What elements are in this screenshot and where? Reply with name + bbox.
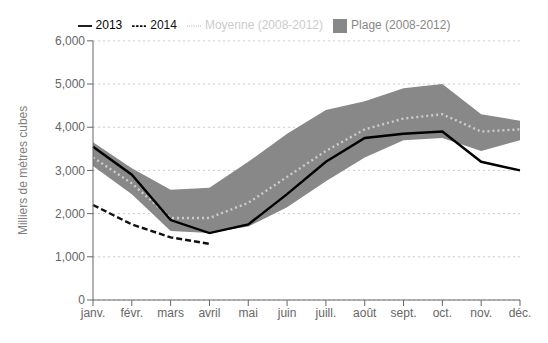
- svg-text:nov.: nov.: [470, 306, 492, 320]
- svg-text:4,000: 4,000: [55, 120, 85, 134]
- html-text:2014: 2014: [150, 18, 177, 32]
- svg-text:5,000: 5,000: [55, 77, 85, 91]
- svg-text:6,000: 6,000: [55, 34, 85, 48]
- svg-text:juill.: juill.: [315, 306, 337, 320]
- svg-text:déc.: déc.: [509, 306, 532, 320]
- html-text:Moyenne (2008-2012): Moyenne (2008-2012): [205, 18, 323, 32]
- svg-text:oct.: oct.: [433, 306, 452, 320]
- svg-text:août: août: [353, 306, 377, 320]
- svg-text:2,000: 2,000: [55, 207, 85, 221]
- svg-text:avril: avril: [198, 306, 220, 320]
- svg-text:juin: juin: [277, 306, 297, 320]
- svg-text:3,000: 3,000: [55, 164, 85, 178]
- svg-text:sept.: sept.: [391, 306, 417, 320]
- svg-text:févr.: févr.: [120, 306, 143, 320]
- html-text:Plage (2008-2012): Plage (2008-2012): [351, 18, 451, 32]
- svg-text:mai: mai: [239, 306, 258, 320]
- svg-text:0: 0: [78, 293, 85, 307]
- html-text:2013: 2013: [95, 18, 123, 32]
- svg-text:Milliers de mètres cubes: Milliers de mètres cubes: [16, 106, 30, 235]
- svg-text:mars: mars: [157, 306, 184, 320]
- svg-text:1,000: 1,000: [55, 250, 85, 264]
- svg-text:janv.: janv.: [80, 306, 105, 320]
